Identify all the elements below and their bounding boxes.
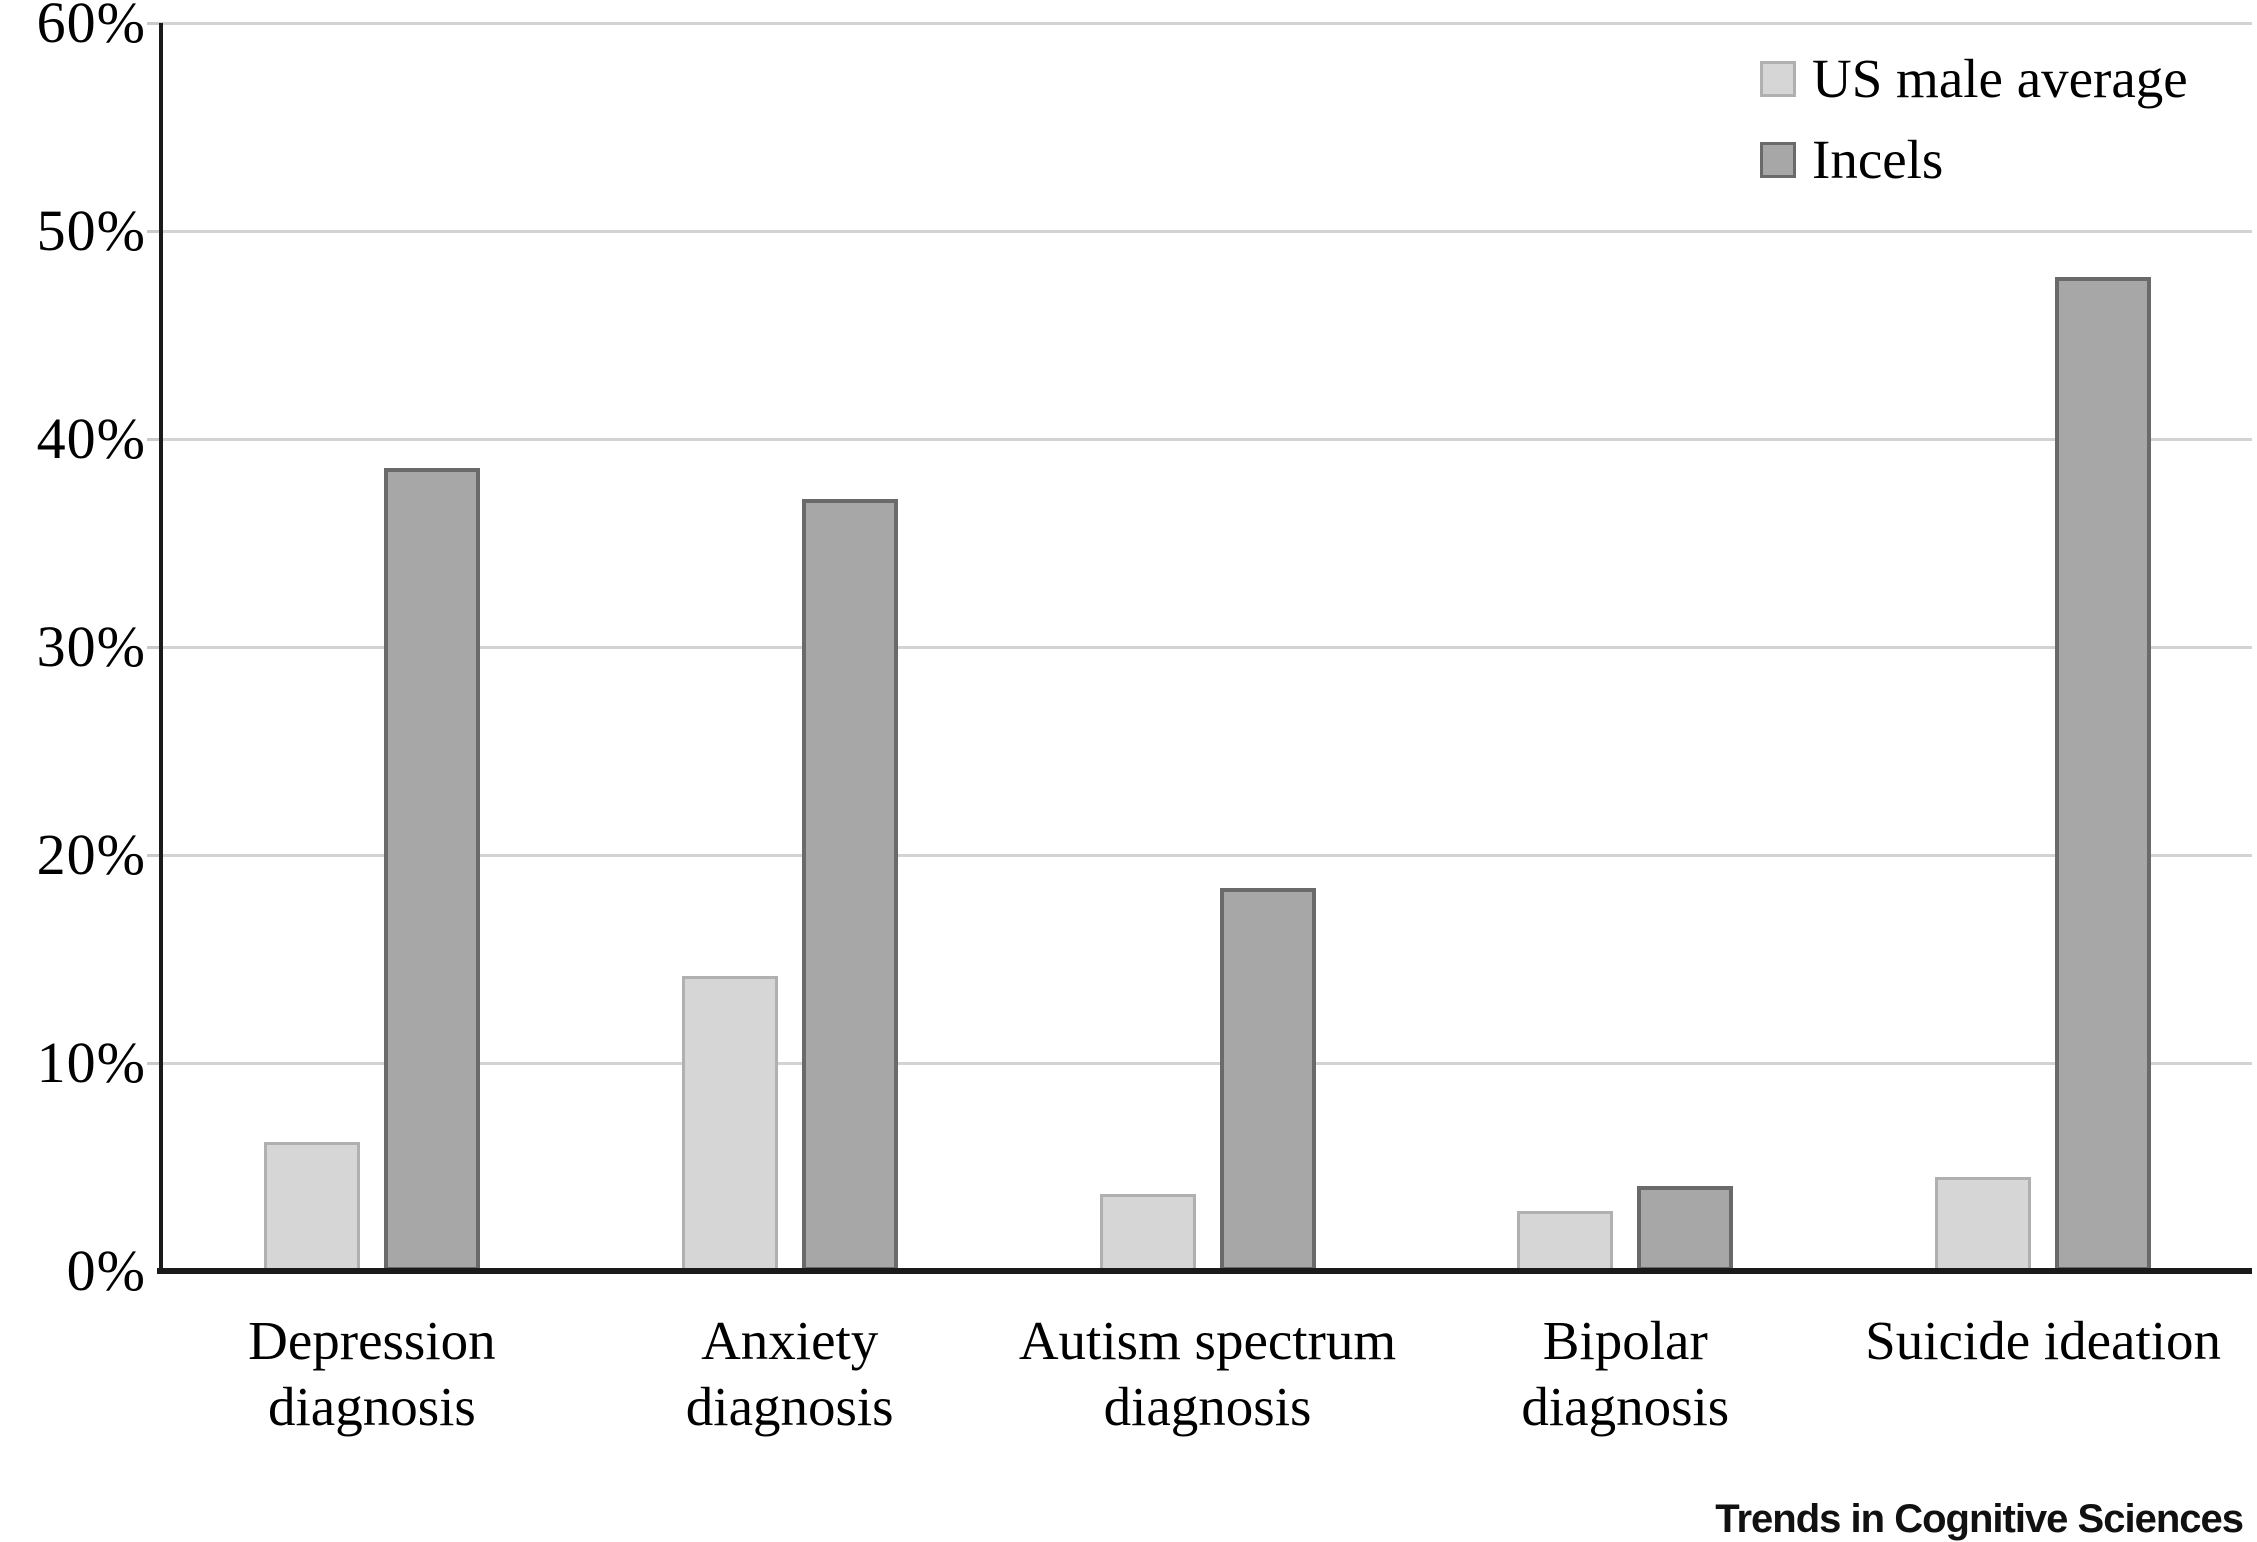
bar-incels-3 [1219, 888, 1316, 1271]
bar-us-male-average-1 [263, 1142, 360, 1271]
us-male-average-swatch-icon [1760, 60, 1796, 97]
legend-label-incels: Incels [1812, 129, 1944, 190]
y-tick-label-0pct: 0% [66, 1238, 146, 1303]
y-axis-tick [147, 1062, 163, 1065]
bar-us-male-average-5 [1935, 1177, 2032, 1271]
y-tick-label-20pct: 20% [36, 822, 146, 887]
y-tick-label-40pct: 40% [36, 406, 146, 471]
y-axis-line [159, 23, 163, 1271]
incels-swatch-icon [1760, 141, 1796, 178]
legend-label-us-male-average: US male average [1812, 48, 2188, 109]
x-category-label-5: Suicide ideation [1865, 1310, 2222, 1371]
journal-name: Trends in Cognitive Sciences [1715, 1497, 2244, 1541]
x-category-label-2: Anxiety diagnosis [685, 1310, 894, 1437]
bar-incels-4 [1637, 1185, 1734, 1271]
x-category-label-4: Bipolar diagnosis [1521, 1310, 1730, 1437]
bar-us-male-average-4 [1517, 1210, 1614, 1271]
bar-incels-1 [383, 468, 480, 1271]
y-tick-label-30pct: 30% [36, 614, 146, 679]
gridline-30pct [163, 646, 2252, 649]
bar-incels-2 [801, 499, 898, 1271]
gridline-60pct [163, 22, 2252, 25]
y-axis-tick [147, 646, 163, 649]
gridline-10pct [163, 1062, 2252, 1065]
legend-item-incels: Incels [1760, 119, 2188, 200]
legend: US male average Incels [1760, 38, 2188, 200]
bar-us-male-average-2 [681, 975, 778, 1271]
y-tick-label-50pct: 50% [36, 198, 146, 263]
y-tick-label-60pct: 60% [36, 0, 146, 55]
y-axis-tick [147, 22, 163, 25]
gridline-20pct [163, 854, 2252, 857]
y-axis-tick [147, 854, 163, 857]
y-tick-label-10pct: 10% [36, 1030, 146, 1095]
x-category-label-1: Depression diagnosis [248, 1310, 496, 1437]
y-axis-tick [147, 438, 163, 441]
gridline-50pct [163, 230, 2252, 233]
bar-us-male-average-3 [1099, 1194, 1196, 1271]
gridline-40pct [163, 438, 2252, 441]
x-category-label-3: Autism spectrum diagnosis [1018, 1310, 1397, 1437]
bar-incels-5 [2055, 276, 2152, 1271]
x-axis-line [157, 1268, 2252, 1274]
y-axis-tick [147, 230, 163, 233]
legend-item-us-male-average: US male average [1760, 38, 2188, 119]
